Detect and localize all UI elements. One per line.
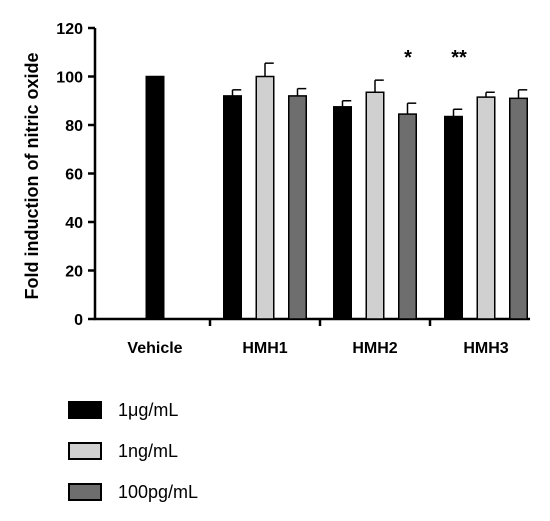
y-tick-label: 0 xyxy=(74,312,83,329)
bar-vehicle-1 xyxy=(145,75,165,320)
legend-label: 1ng/mL xyxy=(118,440,179,461)
legend: 1μg/mL 1ng/mL 100pg/mL xyxy=(68,398,198,521)
x-tick-label: Vehicle xyxy=(127,340,182,357)
x-tick-label: HMH2 xyxy=(352,340,397,357)
legend-item: 1μg/mL xyxy=(68,398,198,422)
bar-hmh3-1 xyxy=(444,115,463,320)
legend-label: 100pg/mL xyxy=(118,481,199,502)
significance-annotations: * ** xyxy=(404,47,467,69)
x-tick-label: HMH3 xyxy=(463,340,508,357)
y-tick-label: 60 xyxy=(65,167,83,184)
legend-swatch-1ug xyxy=(68,401,102,419)
error-bars xyxy=(231,62,528,117)
significance-marker: * xyxy=(404,47,412,69)
significance-marker: ** xyxy=(451,47,467,69)
legend-item: 1ng/mL xyxy=(68,439,198,463)
legend-label: 1μg/mL xyxy=(118,399,179,420)
x-axis: Vehicle HMH1 HMH2 HMH3 xyxy=(94,317,530,357)
bar-hmh2-3 xyxy=(398,113,417,320)
bar-hmh1-1 xyxy=(223,95,242,320)
legend-item: 100pg/mL xyxy=(68,480,198,504)
bar-hmh1-3 xyxy=(288,95,307,320)
legend-swatch-1ng xyxy=(68,442,102,460)
y-tick-label: 120 xyxy=(56,21,83,38)
y-axis-label: Fold induction of nitric oxide xyxy=(22,53,42,300)
bar-hmh2-1 xyxy=(333,106,352,320)
y-tick-label: 40 xyxy=(65,215,83,232)
bar-hmh3-2 xyxy=(476,96,496,320)
legend-swatch-100pg xyxy=(68,483,102,501)
x-tick-label: HMH1 xyxy=(242,340,287,357)
bar-hmh3-3 xyxy=(509,97,528,320)
bar-hmh2-2 xyxy=(365,91,385,320)
y-tick-label: 100 xyxy=(56,70,83,87)
y-tick-label: 80 xyxy=(65,118,83,135)
bars xyxy=(145,75,528,320)
y-axis: 0 20 40 60 80 100 120 xyxy=(56,21,97,329)
bar-hmh1-2 xyxy=(255,75,275,320)
y-tick-label: 20 xyxy=(65,264,83,281)
